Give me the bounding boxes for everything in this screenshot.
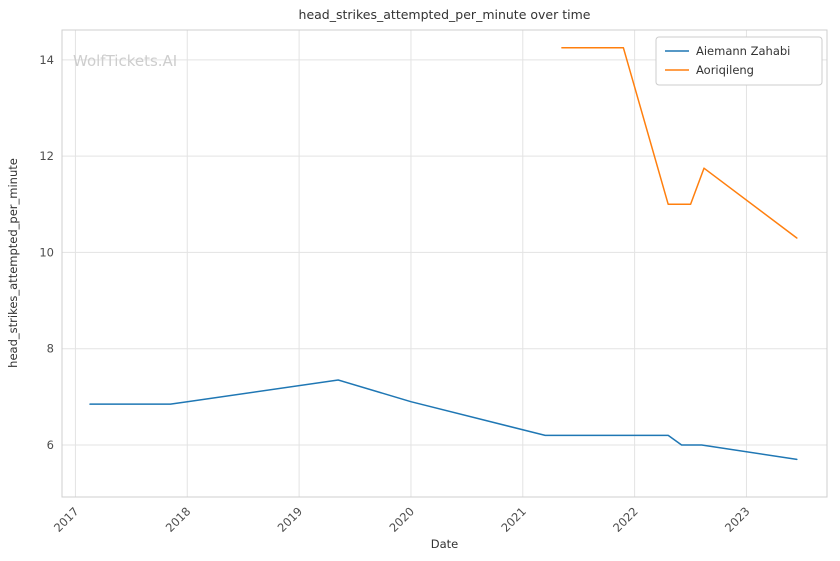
y-tick-label: 6 [47,438,54,452]
x-tick-label: 2023 [722,504,753,535]
series-layer [89,47,798,461]
series-line-aiemann-zahabi [89,379,798,461]
x-tick-label: 2019 [275,504,306,535]
y-tick-label: 10 [39,245,54,259]
legend-label: Aiemann Zahabi [696,44,790,58]
x-tick-label: 2018 [163,504,194,535]
legend-box [655,36,823,86]
x-axis-label: Date [431,537,459,551]
series-line-aoriqileng [561,47,798,239]
y-tick-label: 8 [47,342,54,356]
x-tick-label: 2020 [386,504,417,535]
x-tick-label: 2021 [498,504,529,535]
watermark: WolfTickets.AI [73,52,177,70]
legend: Aiemann Zahabi Aoriqileng [655,36,823,86]
chart-title: head_strikes_attempted_per_minute over t… [299,7,591,22]
grid-layer [62,30,827,497]
x-tick-label: 2022 [610,504,641,535]
y-axis-label: head_strikes_attempted_per_minute [6,158,20,368]
plot-border [61,29,828,498]
y-tick-label: 12 [39,149,54,163]
legend-label: Aoriqileng [696,63,754,77]
y-tick-label: 14 [39,53,54,67]
x-tick-label: 2017 [51,504,82,535]
